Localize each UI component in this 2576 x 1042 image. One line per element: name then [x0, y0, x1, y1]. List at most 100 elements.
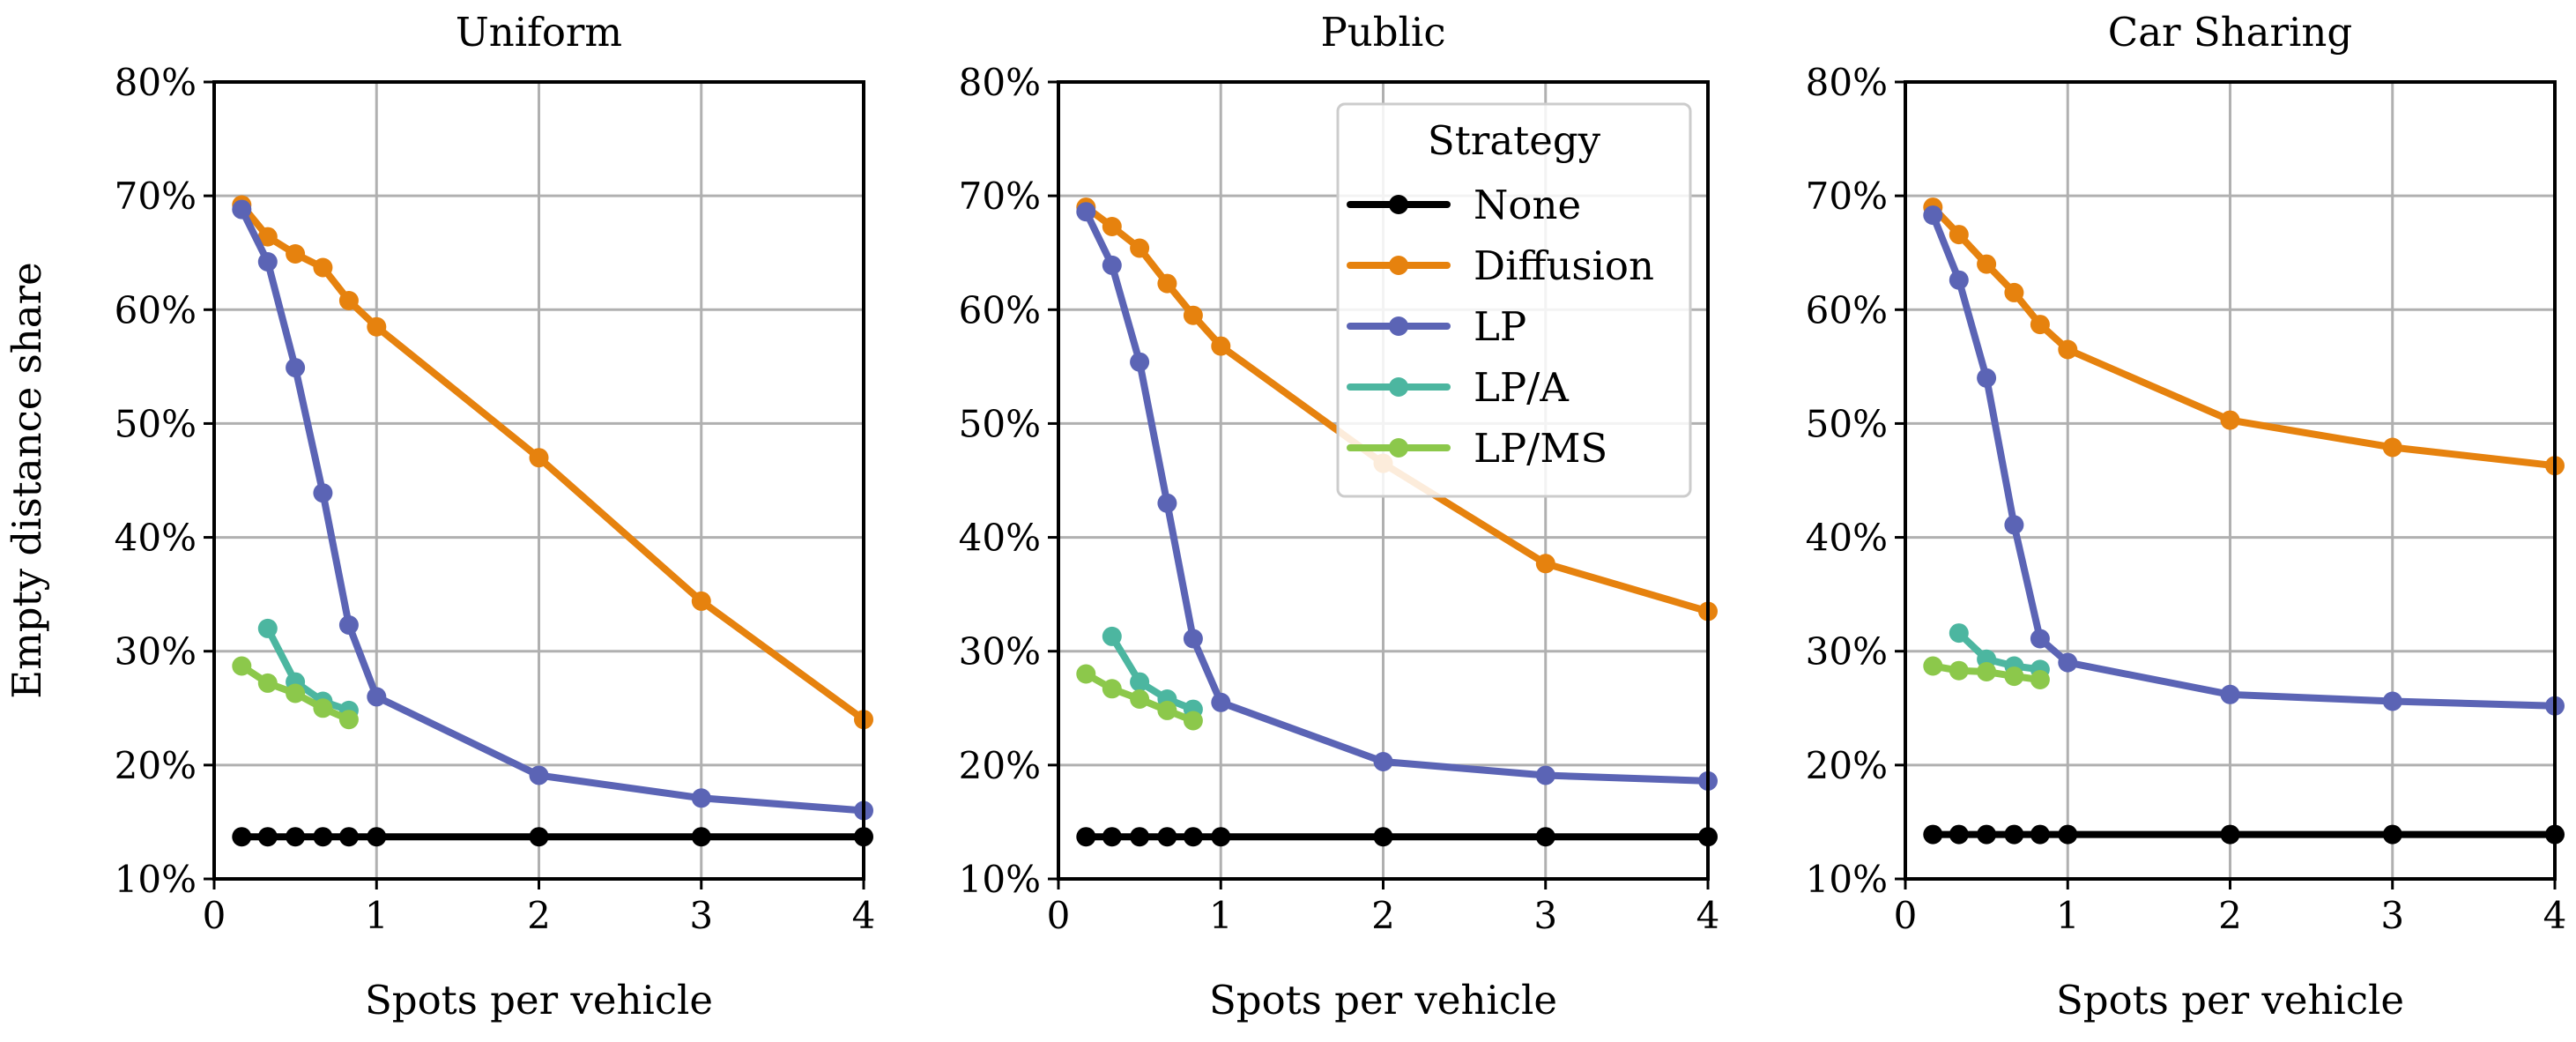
legend-label: Diffusion [1474, 242, 1654, 289]
panel-car-sharing-series-lp-ms [1923, 656, 2050, 689]
panel-public-series-diffusion-point [1183, 305, 1203, 325]
panel-public-series-lp-ms-point [1183, 711, 1203, 731]
panel-public-series-diffusion [1076, 197, 1718, 621]
panel-uniform-ytick-label: 30% [115, 630, 197, 674]
panel-public-series-none-point [1373, 827, 1393, 847]
panel-car-sharing-series-lp-a-line [1955, 629, 2044, 674]
panel-uniform-ytick-label: 40% [115, 517, 197, 560]
panel-car-sharing-ytick-label: 80% [1806, 61, 1888, 104]
panel-uniform-series-none-point [529, 827, 549, 847]
panel-public-series-lp-point [1130, 352, 1150, 372]
panel-public: 0 1 2 3 4 10% 20% 30% 40% 50% 60% 70% 80% Public Spots… [959, 9, 1720, 1023]
panel-public-series-lp-point [1102, 255, 1122, 275]
panel-car-sharing-xtick-label: 1 [2056, 894, 2080, 937]
panel-public-series-none-point [1130, 827, 1150, 847]
panel-uniform-ylabel: Empty distance share [4, 262, 50, 699]
panel-car-sharing-series-diffusion-line [1929, 204, 2558, 470]
panel-car-sharing-series-lp-point [2030, 629, 2050, 649]
panel-car-sharing-series-none-point [1949, 824, 1969, 845]
panel-uniform-series-lp-ms-point [338, 710, 359, 730]
legend-swatch-marker [1389, 256, 1408, 275]
panel-public-series-none-point [1076, 827, 1096, 847]
panel-car-sharing-ytick-label: 70% [1806, 175, 1888, 218]
panel-uniform-series-lp-ms-point [232, 656, 252, 676]
panel-public-series-none [1076, 827, 1718, 847]
panel-uniform-series-none-point [367, 827, 387, 847]
panel-uniform-series-lp-a-point [257, 618, 278, 638]
panel-car-sharing-series-lp-point [2058, 652, 2078, 673]
panel-public-xtick-label: 3 [1533, 894, 1557, 937]
panel-uniform-series-lp-point [338, 615, 359, 635]
panel-car-sharing-series-lp-point [2220, 684, 2240, 704]
panel-uniform-series-lp-point [691, 788, 711, 808]
panel-car-sharing-series-none-point [1923, 824, 1943, 845]
legend-swatch-marker [1389, 377, 1408, 397]
panel-car-sharing-series-none-point [2004, 824, 2024, 845]
panel-public-series-lp-ms-point [1076, 664, 1096, 684]
legend-entry-none: None [1347, 182, 1581, 228]
panel-car-sharing-series-diffusion-point [2058, 339, 2078, 360]
panel-uniform-series-lp [232, 199, 873, 821]
panel-car-sharing-series-lp-ms-point [2030, 670, 2050, 689]
panel-car-sharing-ytick-label: 60% [1806, 288, 1888, 331]
panel-car-sharing-series-lp-ms-point [1977, 662, 1997, 681]
panel-car-sharing-series-diffusion-point [2030, 315, 2050, 335]
panel-public-ytick-label: 60% [959, 288, 1041, 331]
panel-public-series-lp-point [1076, 202, 1096, 222]
panel-car-sharing-ytick-label: 10% [1806, 858, 1888, 901]
legend-entry-lp: LP [1347, 303, 1526, 350]
panel-car-sharing-series-lp-point [1949, 270, 1969, 290]
panel-public-frame [1057, 80, 1710, 881]
panel-car-sharing-frame [1904, 80, 2557, 881]
panel-public-series-diffusion-point [1130, 238, 1150, 258]
panel-uniform-xtick-label: 1 [365, 894, 389, 937]
panel-uniform-xtick-label: 2 [527, 894, 551, 937]
panel-public-ytick-label: 20% [959, 744, 1041, 787]
panel-uniform-ytick-label: 80% [115, 61, 197, 104]
panel-public-series-lp-point [1373, 752, 1393, 771]
panel-public-series-none-point [1157, 827, 1177, 847]
legend-label: None [1474, 182, 1581, 228]
panel-public-series-lp-ms-point [1130, 689, 1150, 709]
panel-public-series-lp-a-line [1108, 632, 1197, 713]
panel-car-sharing-xtick-label: 3 [2380, 894, 2404, 937]
legend-swatch-marker [1389, 438, 1408, 458]
panel-uniform-series-diffusion-point [367, 316, 387, 337]
panel-car-sharing-series-lp-point [2004, 515, 2024, 535]
panel-uniform-series-lp-point [529, 765, 549, 785]
legend-entry-lp-a: LP/A [1347, 364, 1569, 411]
panel-public-series-none-point [1211, 827, 1231, 847]
panel-car-sharing-series-none-point [1977, 824, 1997, 845]
panel-car-sharing-ytick-label: 30% [1806, 630, 1888, 674]
panel-uniform-xlabel: Spots per vehicle [365, 977, 713, 1023]
panel-uniform-xtick-label: 0 [203, 894, 226, 937]
panel-uniform-series-diffusion-point [691, 591, 711, 611]
legend-swatch-marker [1389, 195, 1408, 214]
panel-public-series-lp-ms-point [1102, 679, 1122, 699]
legend: Strategy None Diffusion LP LP/A LP/MS [1336, 102, 1692, 498]
panel-uniform-series-lp-ms-point [313, 698, 333, 718]
panel-public-xtick-label: 4 [1696, 894, 1720, 937]
panel-car-sharing-ytick-label: 20% [1806, 744, 1888, 787]
panel-uniform-ytick-label: 70% [115, 175, 197, 218]
panel-uniform-series-lp-point [232, 199, 252, 220]
panel-uniform-title: Uniform [456, 9, 622, 56]
panel-public-series-lp [1076, 202, 1718, 791]
legend-entry-diffusion: Diffusion [1347, 242, 1654, 289]
panel-uniform-series-lp-point [286, 358, 306, 378]
panel-uniform-series-none-point [286, 827, 306, 847]
panel-public-ytick-label: 50% [959, 402, 1041, 445]
panel-public-ytick-label: 40% [959, 517, 1041, 560]
panel-uniform-xtick-label: 4 [852, 894, 876, 937]
panel-public-xlabel: Spots per vehicle [1209, 977, 1557, 1023]
panel-uniform-series-lp-a [257, 618, 359, 720]
panel-uniform-series-none-point [257, 827, 278, 847]
panel-car-sharing-xtick-label: 2 [2218, 894, 2242, 937]
panel-uniform-ytick-label: 10% [115, 858, 197, 901]
panel-uniform-series-none-point [691, 827, 711, 847]
panel-uniform-xtick-label: 3 [689, 894, 713, 937]
panel-uniform-ytick-label: 50% [115, 402, 197, 445]
panel-uniform-ytick-label: 60% [115, 288, 197, 331]
panel-public-series-diffusion-point [1535, 554, 1555, 574]
